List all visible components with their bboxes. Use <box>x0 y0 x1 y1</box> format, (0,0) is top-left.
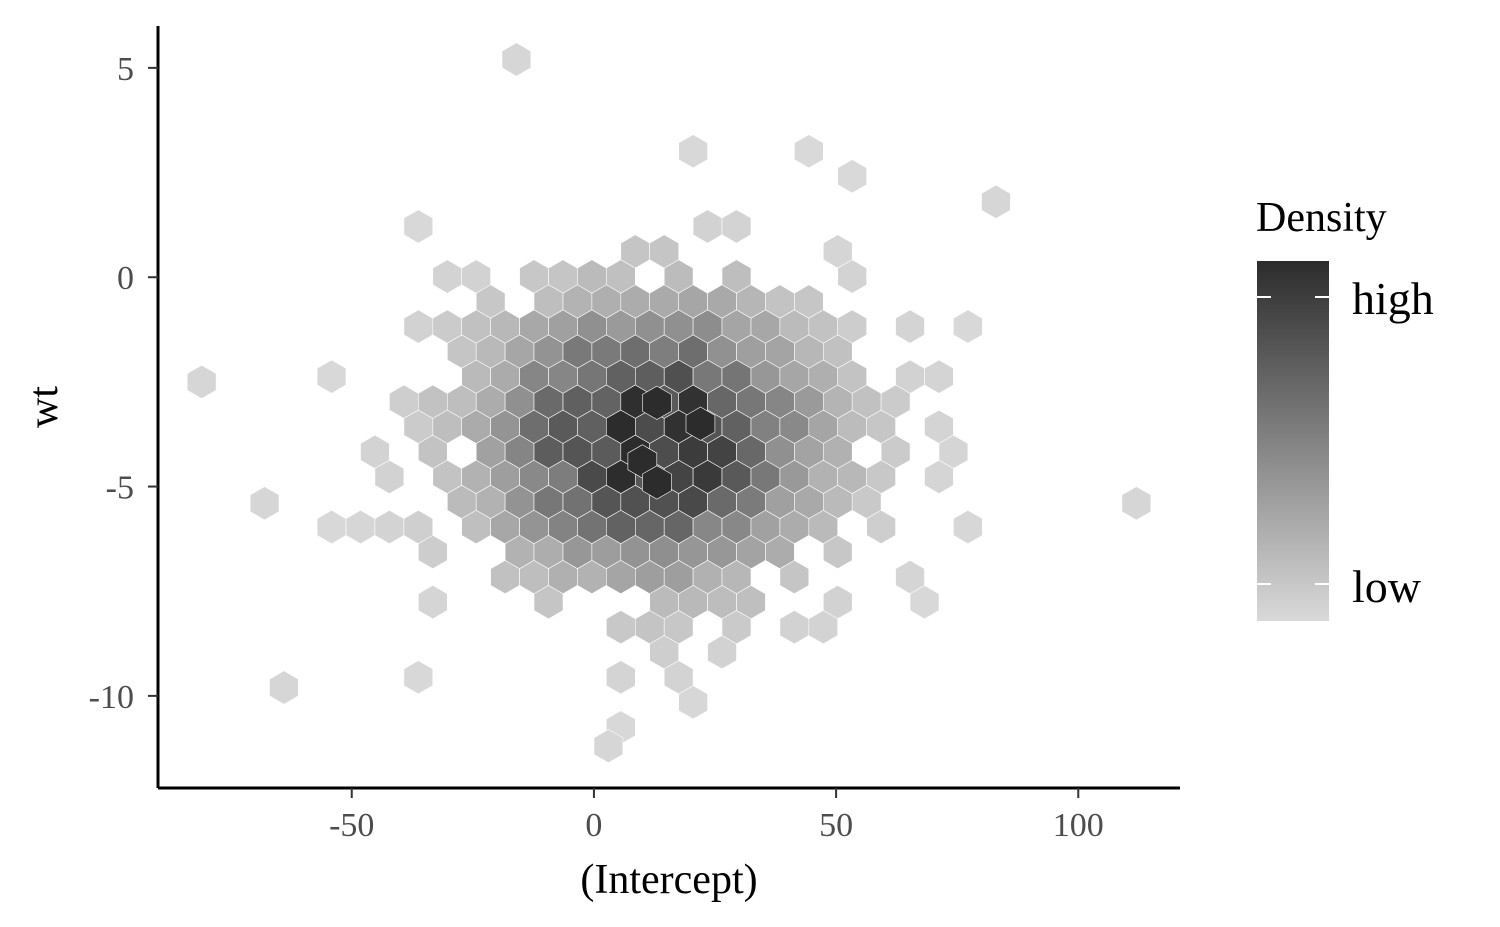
hexbin-cell <box>374 509 405 545</box>
hexbin-cell <box>837 259 867 294</box>
hexbin-cell <box>794 134 824 169</box>
hexbin-cell <box>909 585 940 620</box>
hexbin-cell <box>403 309 434 344</box>
plot-panel <box>186 42 1152 764</box>
hexbin-cell <box>316 509 347 545</box>
hexbin-cell <box>837 159 867 194</box>
hexbin-cell <box>593 729 624 764</box>
hexbin-cell <box>186 364 217 399</box>
hexbin-cell <box>606 610 636 645</box>
hexbin-cell <box>606 660 636 695</box>
y-axis-title: wt <box>21 386 67 428</box>
hexbin-cell <box>953 509 983 545</box>
x-tick-label: 100 <box>1053 807 1104 844</box>
hexbin-cell <box>642 465 672 500</box>
x-tick-label: -50 <box>329 807 374 844</box>
density-legend: Density high low <box>1256 195 1434 621</box>
hexbin-cell <box>432 259 462 294</box>
hexbin-cell <box>533 585 564 620</box>
x-axis-ticks: -50 0 50 100 <box>329 788 1104 844</box>
hexbin-cell <box>374 459 405 494</box>
hexbin-cell <box>924 459 954 494</box>
legend-colorbar <box>1257 261 1329 621</box>
x-tick-label: 50 <box>819 807 853 844</box>
hexbin-cell <box>924 359 954 394</box>
hexbin-cell <box>418 534 448 570</box>
hexbin-cell <box>823 534 853 570</box>
legend-label-low: low <box>1352 561 1422 612</box>
hexbin-cell <box>692 209 723 244</box>
hexbin-cell <box>501 42 532 77</box>
hexbin-cell <box>403 660 434 695</box>
hexbin-cell <box>866 509 896 545</box>
y-tick-label: 5 <box>117 51 134 88</box>
hexbin-cell <box>721 209 752 244</box>
hexbin-cell <box>1121 486 1152 521</box>
hexbin-cell <box>418 585 448 620</box>
hexbin-cell <box>779 610 810 645</box>
y-axis-ticks: 5 0 -5 -10 <box>89 51 158 716</box>
hexbin-cell <box>685 406 716 441</box>
hexbin-cell <box>779 560 810 595</box>
hexbin-cell <box>808 610 838 645</box>
hexbin-cell <box>895 309 925 344</box>
hexbin-cell <box>707 635 737 670</box>
legend-label-high: high <box>1352 273 1434 324</box>
hexbin-cell <box>642 385 672 420</box>
y-tick-label: 0 <box>117 260 134 297</box>
legend-title: Density <box>1256 195 1387 241</box>
hexbin-cell <box>403 209 434 244</box>
hexbin-cell <box>345 509 376 545</box>
hexbin-layer <box>186 42 1152 764</box>
y-tick-label: -10 <box>89 679 134 716</box>
hexbin-cell <box>316 359 347 394</box>
hexbin-cell <box>953 309 983 344</box>
x-axis-title: (Intercept) <box>580 857 757 903</box>
y-tick-label: -5 <box>106 470 134 507</box>
hexbin-cell <box>678 134 708 169</box>
hexbin-cell <box>678 685 708 720</box>
hexbin-cell <box>981 184 1011 219</box>
hexbin-cell <box>269 670 299 705</box>
x-tick-label: 0 <box>585 807 602 844</box>
hexbin-cell <box>249 486 280 521</box>
